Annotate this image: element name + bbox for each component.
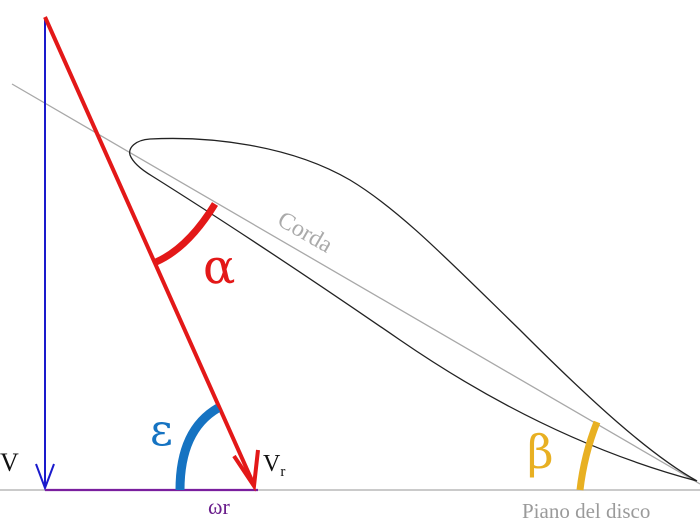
beta-angle-arc — [576, 420, 601, 491]
vr-label-main: V — [263, 451, 281, 477]
alpha-angle-arc — [154, 202, 218, 266]
v-label: V — [0, 448, 19, 477]
vr-label-subscript: r — [280, 464, 285, 480]
alpha-label: α — [203, 239, 235, 295]
chord-line — [11, 83, 700, 485]
vr-vector-arrowhead — [232, 449, 260, 492]
airfoil-profile — [129, 137, 698, 482]
vr-vector — [43, 16, 256, 486]
omega-r-label: ωr — [208, 494, 230, 519]
beta-label: β — [527, 425, 554, 479]
piano-del-disco-label: Piano del disco — [522, 499, 650, 523]
epsilon-angle-arc — [175, 404, 221, 491]
corda-label: Corda — [273, 207, 337, 259]
epsilon-label: ε — [150, 405, 173, 456]
vr-label: Vr — [263, 451, 285, 480]
v-vector-arrowhead — [35, 463, 55, 491]
